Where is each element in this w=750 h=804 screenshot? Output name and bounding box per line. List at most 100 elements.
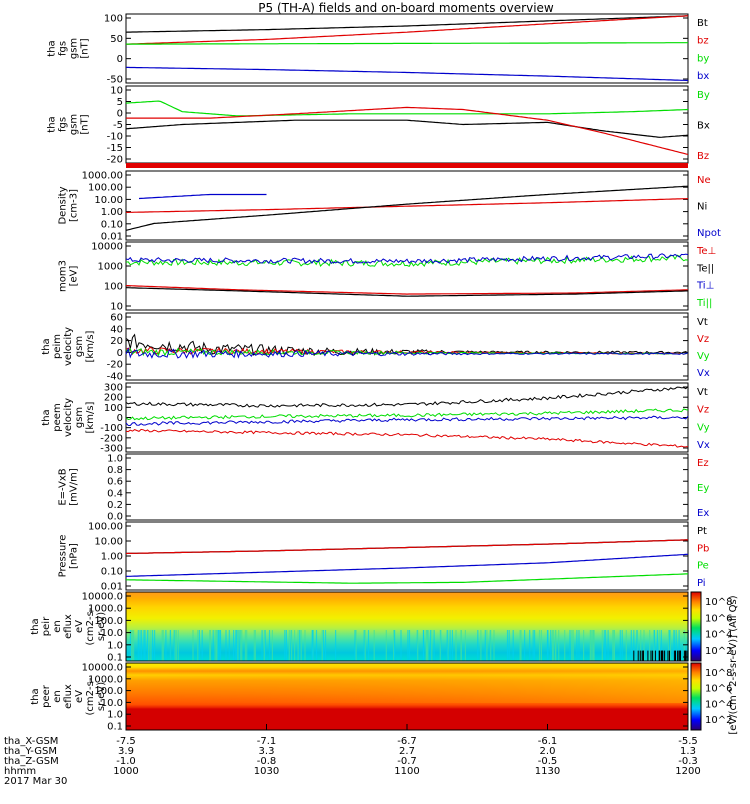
ion-spectrogram-streak	[540, 630, 542, 662]
legend-ion-velocity-3: Vx	[697, 368, 710, 379]
ion-spectrogram-streak	[385, 630, 387, 662]
ion-spectrogram-streak	[643, 630, 645, 662]
panel-frame	[125, 241, 689, 311]
ylabel-line: tha	[41, 338, 52, 354]
series-temperature-Ti||	[125, 254, 689, 268]
ion-spectrogram-streak	[633, 630, 635, 662]
ylabel-line: tha	[47, 116, 58, 132]
ion-spectrogram-gap	[642, 650, 644, 661]
series-electron-velocity-Vy	[125, 408, 689, 421]
ion-spectrogram-streak	[373, 630, 375, 662]
ylabel-line: fgs	[58, 41, 69, 56]
ytick-label: 1000	[98, 262, 123, 273]
ion-spectrogram-streak	[636, 630, 638, 662]
ion-spectrogram-streak	[571, 630, 573, 662]
ion-spectrogram-streak	[493, 630, 495, 662]
ylabel-line: eflux	[63, 684, 74, 709]
ion-spectrogram-streak	[431, 630, 433, 662]
ion-spectrogram-streak	[192, 630, 194, 662]
ion-spectrogram-streak	[656, 630, 658, 662]
ion-spectrogram-gap	[647, 650, 649, 661]
date-label: 2017 Mar 30	[4, 776, 67, 787]
ion-spectrogram-streak	[427, 630, 429, 662]
ion-spectrogram-streak	[218, 630, 220, 662]
ion-spectrogram-gap	[680, 650, 681, 661]
ion-spectrogram-streak	[612, 630, 614, 662]
ion-spectrogram-streak	[572, 630, 574, 662]
ion-spectrogram-gap	[662, 650, 663, 661]
ytick-label: 0	[117, 54, 123, 65]
ylabel-line: eflux	[63, 614, 74, 639]
ion-spectrogram-streak	[423, 630, 425, 662]
colorbar-tick: 10^6	[705, 684, 732, 695]
ytick-label: 0.8	[107, 465, 123, 476]
ylabel-line: tha	[47, 40, 58, 56]
ytick-label: 0.10	[101, 567, 123, 578]
ion-spectrogram-streak	[300, 630, 302, 662]
legend-pressure-1: Pb	[697, 543, 709, 554]
ion-spectrogram-streak	[236, 630, 238, 662]
xaxis-value: -1.0	[116, 756, 136, 767]
ion-spectrogram-streak	[625, 630, 627, 662]
ion-spectrogram-streak	[233, 630, 235, 662]
ytick-label: 100.0	[94, 686, 123, 697]
xaxis-value: 1100	[394, 766, 419, 777]
ytick-label: 50	[110, 34, 123, 45]
panel-frame	[125, 312, 689, 381]
ion-spectrogram-gap	[685, 650, 686, 661]
ion-spectrogram-streak	[228, 630, 230, 662]
ion-spectrogram-gap	[660, 650, 662, 661]
ion-spectrogram-streak	[555, 630, 557, 662]
electron-spectrogram-fade	[126, 663, 688, 704]
colorbar-electron	[690, 662, 702, 731]
legend-electron-velocity-2: Vy	[697, 422, 710, 433]
ytick-label: 100	[104, 403, 123, 414]
ion-spectrogram-streak	[146, 630, 149, 662]
ion-spectrogram-streak	[621, 630, 623, 662]
xaxis-value: 2.0	[540, 746, 556, 757]
ion-spectrogram-gap	[654, 650, 656, 661]
ytick-label: -300	[100, 444, 123, 455]
ion-spectrogram-streak	[322, 630, 324, 662]
ion-spectrogram-streak	[658, 630, 660, 662]
xaxis-value: -0.3	[678, 756, 698, 767]
xaxis-value: 3.9	[118, 746, 134, 757]
ylabel-line: gsm	[69, 38, 80, 59]
ytick-label: 1000.0	[88, 674, 123, 685]
colorbar-tick: 10^8	[705, 597, 732, 608]
flag-strip	[126, 163, 688, 168]
series-temperature-Ti⊥	[125, 253, 689, 264]
legend-electron-velocity-3: Vx	[697, 440, 710, 451]
ytick-label: -20	[107, 155, 123, 166]
ion-spectrogram-streak	[564, 630, 566, 662]
series-ion-velocity-Vx	[125, 347, 689, 359]
ion-spectrogram-streak	[446, 630, 448, 662]
ion-spectrogram-gap	[669, 650, 670, 661]
ylabel-line: [mV/m]	[69, 468, 80, 506]
ion-spectrogram-gap	[641, 650, 643, 661]
panel-frame	[125, 170, 689, 241]
ytick-label: 0.4	[107, 488, 123, 499]
ion-spectrogram-streak	[177, 630, 179, 662]
ytick-label: -5	[113, 120, 123, 131]
ion-spectrogram-streak	[152, 630, 154, 662]
ion-spectrogram-streak	[591, 630, 593, 662]
ion-spectrogram-streak	[576, 630, 578, 662]
legend-fgs-gsm-small-0: By	[697, 90, 710, 101]
ion-spectrogram-streak	[291, 630, 293, 662]
ytick-label: 10000	[91, 242, 123, 253]
ylabel-line: eV	[74, 620, 85, 633]
ion-spectrogram-streak	[150, 630, 152, 662]
ytick-label: 0.6	[107, 477, 123, 488]
ion-spectrogram-streak	[130, 630, 132, 662]
ion-spectrogram-streak	[253, 630, 255, 662]
ylabel-line: sr-eV)	[96, 612, 107, 641]
ion-spectrogram-streak	[304, 630, 306, 662]
ytick-label: 60	[110, 313, 123, 324]
series-density-Ni	[125, 185, 689, 231]
ion-spectrogram-streak	[408, 630, 411, 662]
ion-spectrogram-gap	[673, 650, 675, 661]
series-fgs-gsm-small-By	[125, 100, 689, 117]
ion-spectrogram-streak	[451, 630, 453, 662]
ion-spectrogram-streak	[299, 630, 301, 662]
